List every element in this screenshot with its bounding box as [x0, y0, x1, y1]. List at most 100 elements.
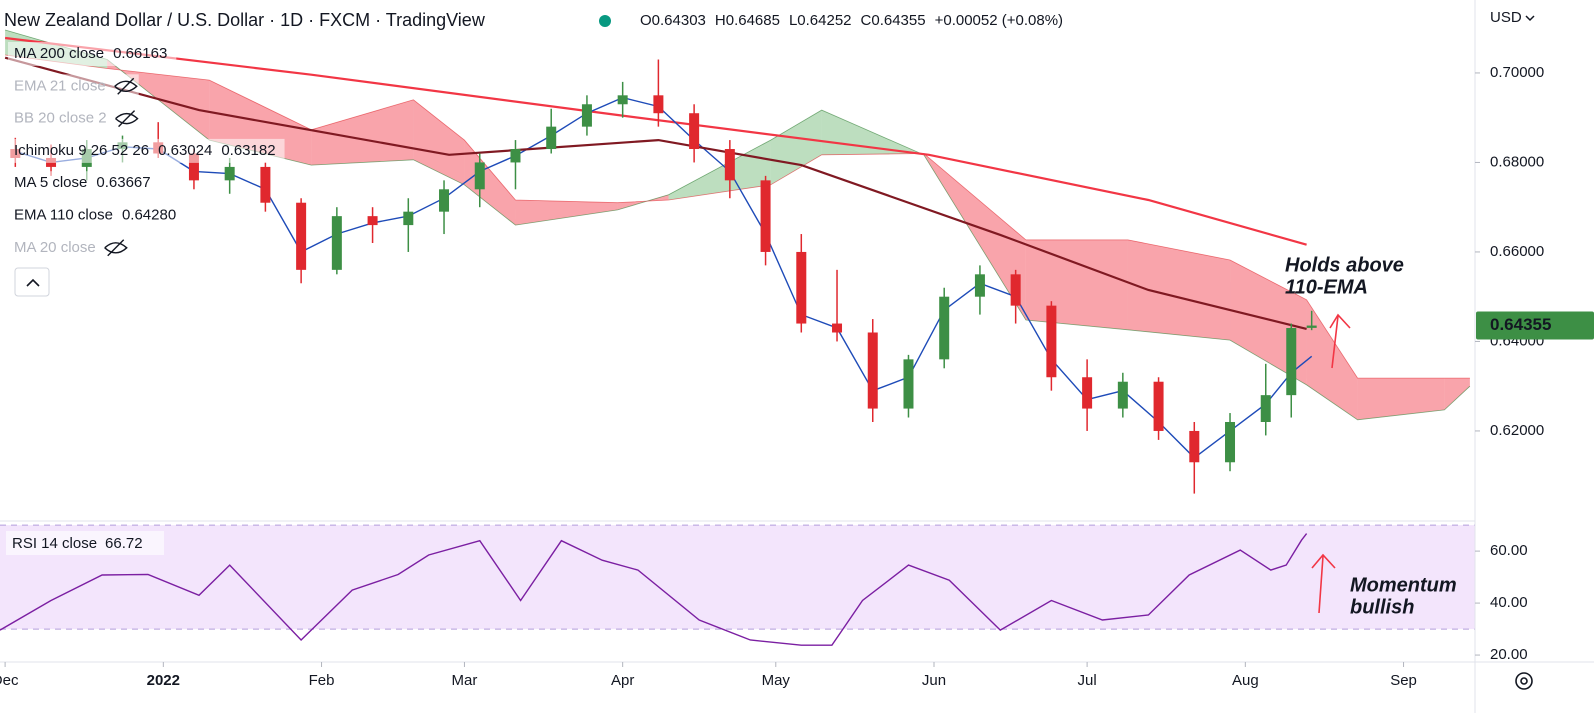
annotation: bullish [1350, 596, 1414, 618]
candle-body [1225, 421, 1236, 463]
cloud-segment [1127, 239, 1231, 341]
legend-value: 0.63024 [158, 142, 212, 159]
cloud-segment [1306, 299, 1358, 420]
candle-body [1306, 325, 1317, 328]
last-price-label: 0.64355 [1490, 315, 1551, 334]
x-tick-label: Aug [1232, 672, 1259, 689]
annotation: Momentum [1350, 574, 1457, 596]
candle-body [796, 251, 807, 324]
collapse-icon [26, 278, 40, 287]
rsi-legend-value: 66.72 [105, 535, 143, 552]
legend-name[interactable]: EMA 110 close [14, 206, 113, 223]
rsi-band [0, 525, 1475, 630]
market-status [599, 15, 611, 27]
gear-ring [1515, 672, 1533, 690]
legend-bg [8, 138, 285, 163]
cloud-segment [464, 140, 516, 226]
candle-body [188, 153, 199, 181]
hidden-eye-icon [114, 77, 138, 95]
symbol-title: New Zealand Dollar / U.S. Dollar · 1D · … [4, 10, 486, 30]
candle-body [1286, 328, 1297, 396]
rsi-line [0, 533, 1308, 646]
cloud-segment [311, 99, 414, 166]
rsi-pane: RSI 14 close 66.72 [0, 524, 1475, 646]
legend-name[interactable]: MA 20 close [14, 239, 96, 256]
candle-body [1010, 274, 1021, 306]
rsi-legend-name: RSI 14 close [12, 535, 97, 552]
annotation-arrow [1311, 553, 1336, 614]
legend-value: 0.63182 [221, 142, 275, 159]
candle-body [331, 216, 342, 270]
legend-value: 0.64280 [122, 206, 176, 223]
legend-name[interactable]: MA 200 close [14, 45, 104, 62]
last-price-box [1476, 311, 1594, 340]
y-tick-label: 20.00 [1490, 646, 1528, 663]
legend-name[interactable]: BB 20 close 2 [14, 110, 107, 127]
annotation-arrow [1329, 313, 1351, 369]
legend-name[interactable]: EMA 21 close [14, 77, 106, 94]
ohlc-value: C0.64355 [861, 12, 926, 29]
x-tick-label: Apr [611, 672, 634, 689]
ohlc-value: L0.64252 [789, 12, 852, 29]
legend-bg [6, 531, 164, 555]
annotation: Holds above [1285, 254, 1404, 276]
y-tick-label: 60.00 [1490, 542, 1528, 559]
legend-bg [8, 203, 186, 228]
ohlc-value: O0.64303 [640, 12, 706, 29]
candle-body [260, 166, 271, 203]
annotation: 110-EMA [1285, 276, 1368, 298]
ohlc-value: H0.64685 [715, 12, 780, 29]
candle-body [1153, 381, 1164, 431]
candle-body [760, 180, 771, 252]
legend-bg [8, 106, 140, 131]
currency[interactable]: USD [1490, 9, 1522, 26]
legend: MA 200 close 0.66163 EMA 21 close BB 20 clo… [8, 42, 285, 260]
candle-body [367, 216, 378, 226]
x-tick-label: Feb [309, 672, 335, 689]
x-tick-label: Dec [0, 672, 19, 689]
currency-caret [1525, 15, 1535, 22]
x-tick-label: 2022 [147, 672, 180, 689]
indicator-line [15, 96, 1313, 459]
x-tick-label: May [762, 672, 791, 689]
candle-body [689, 113, 700, 150]
hidden-eye-icon [104, 239, 128, 257]
y-tick-label: 0.68000 [1490, 153, 1544, 170]
legend-name[interactable]: Ichimoku 9 26 52 26 [14, 142, 149, 159]
x-tick-label: Mar [452, 672, 478, 689]
candle-body [974, 274, 985, 297]
legend-name[interactable]: MA 5 close [14, 174, 87, 191]
candle-body [1046, 305, 1057, 378]
legend-value: 0.66163 [113, 45, 167, 62]
candle-body [296, 202, 307, 270]
hidden-eye-icon [115, 110, 139, 128]
x-tick-label: Sep [1390, 672, 1417, 689]
candle-body [617, 95, 628, 105]
candle-body [867, 332, 878, 409]
axes: 0.620000.640000.660000.680000.70000Dec20… [0, 64, 1594, 689]
legend-bg [8, 74, 139, 99]
candle-body [1260, 395, 1271, 422]
cloud-segment [413, 99, 465, 185]
candle-body [724, 149, 735, 181]
candle-body [510, 149, 521, 163]
candle-body [546, 126, 557, 150]
candle-body [1189, 430, 1200, 463]
y-tick-label: 0.70000 [1490, 64, 1544, 81]
legend-value: 0.63667 [96, 174, 150, 191]
y-tick-label: 0.66000 [1490, 243, 1544, 260]
x-tick-label: Jun [922, 672, 946, 689]
candle-body [939, 296, 950, 360]
settings-button[interactable] [1515, 672, 1533, 690]
candle-body [224, 166, 235, 181]
candle-body [903, 359, 914, 409]
cloud-segment [515, 200, 618, 226]
cloud-segment [1357, 378, 1445, 420]
cloud-segment [770, 110, 822, 185]
candle-body [474, 162, 485, 190]
candle-body [653, 95, 664, 114]
y-tick-label: 0.62000 [1490, 422, 1544, 439]
candle-body [832, 323, 843, 333]
